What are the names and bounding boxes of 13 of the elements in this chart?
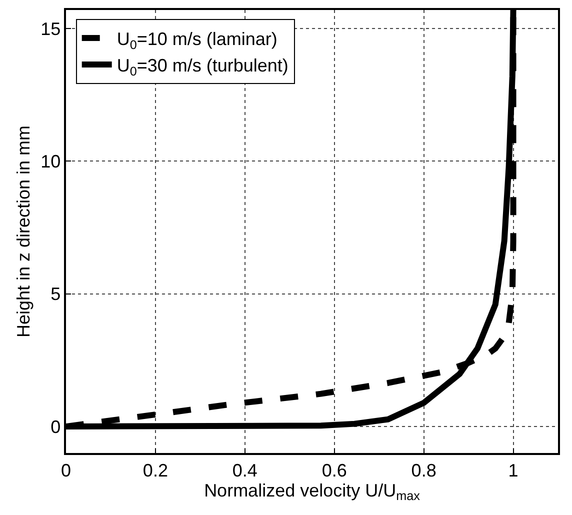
x-axis-title: Normalized velocity U/U$_{max}$ [204,480,421,504]
x-tick-label: 0.6 [322,460,347,480]
x-tick-label: 0.4 [232,460,258,480]
y-tick-label: 15 [40,18,61,39]
legend-label: U$_{0}$=30 m/s (turbulent) [116,55,288,78]
x-tick-label: 1 [508,460,518,480]
y-axis-title: Height in z direction in mm [13,125,34,338]
x-tick-label: 0.8 [411,460,436,480]
x-tick-label: 0.2 [142,460,168,480]
legend-label: U$_{0}$=10 m/s (laminar) [116,29,278,52]
y-tick-label: 0 [50,416,61,437]
y-tick-label: 5 [50,284,61,304]
y-tick-label: 10 [40,152,61,172]
